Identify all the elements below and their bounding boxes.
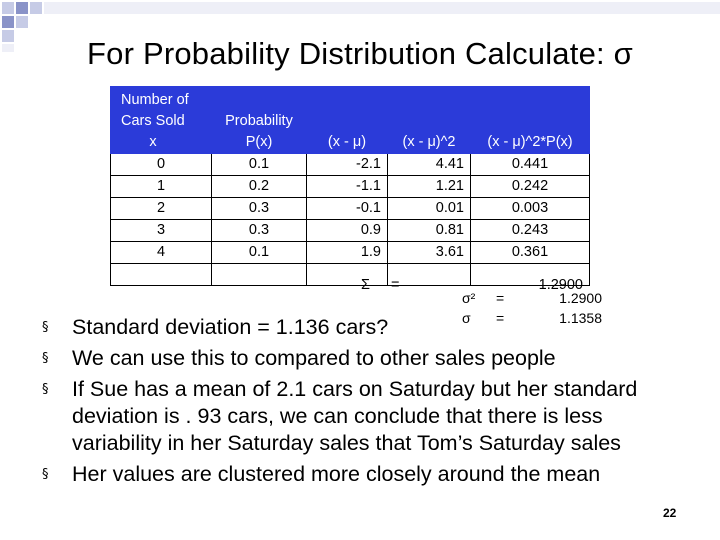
cell-dev: -0.1 (306, 197, 388, 220)
cell-weighted: 0.361 (470, 241, 590, 264)
cell-empty (110, 263, 212, 286)
cell-x: 3 (110, 219, 212, 242)
distribution-table-wrap: Number of Cars Sold x Probability P(x) (… (110, 86, 590, 293)
cell-dev: -1.1 (306, 175, 388, 198)
sum-value: 1.2900 (538, 276, 583, 293)
header-line: P(x) (245, 134, 273, 150)
header-line: Cars Sold (121, 113, 185, 129)
cell-weighted: 0.242 (470, 175, 590, 198)
table-row: 3 0.3 0.9 0.81 0.243 (110, 219, 590, 242)
corner-square (2, 30, 14, 42)
bullet-text: Her values are clustered more closely ar… (72, 462, 601, 486)
table-row: 2 0.3 -0.1 0.01 0.003 (110, 197, 590, 220)
header-line: Probability (225, 113, 293, 129)
bullet-marker: § (42, 467, 49, 482)
cell-empty (211, 263, 307, 286)
header-line: Number of (121, 92, 189, 108)
cell-p: 0.3 (211, 197, 307, 220)
sum-symbol: Σ (361, 276, 370, 293)
std-dev-row: σ = 1.1358 (462, 310, 602, 330)
std-dev-symbol: σ (462, 310, 471, 326)
sum-equals: = (391, 276, 400, 293)
cell-weighted: 0.003 (470, 197, 590, 220)
corner-square (2, 16, 14, 28)
cell-x: 1 (110, 175, 212, 198)
cell-empty (306, 263, 388, 286)
bullet-item: § Her values are clustered more closely … (42, 461, 682, 488)
bullet-item: § If Sue has a mean of 2.1 cars on Satur… (42, 376, 682, 457)
cell-p: 0.3 (211, 219, 307, 242)
slide-title: For Probability Distribution Calculate: … (87, 36, 633, 71)
cell-empty (387, 263, 471, 286)
bullet-list: § Standard deviation = 1.136 cars? § We … (42, 314, 682, 492)
header-deviation: (x - μ) (306, 86, 388, 154)
distribution-table: Number of Cars Sold x Probability P(x) (… (110, 86, 590, 293)
cell-dev-sq: 1.21 (387, 175, 471, 198)
cell-weighted: 0.243 (470, 219, 590, 242)
cell-x: 0 (110, 153, 212, 176)
corner-square (30, 2, 42, 14)
bullet-marker: § (42, 320, 49, 335)
bullet-text: Standard deviation = 1.136 cars? (72, 315, 389, 339)
cell-x: 4 (110, 241, 212, 264)
bullet-item: § We can use this to compared to other s… (42, 345, 682, 372)
table-sum-row: Σ = 1.2900 (110, 263, 590, 293)
variance-row: σ² = 1.2900 (462, 290, 602, 310)
corner-square (2, 44, 14, 52)
stats-block: σ² = 1.2900 σ = 1.1358 (462, 290, 602, 330)
bullet-item: § Standard deviation = 1.136 cars? (42, 314, 682, 341)
bullet-text: We can use this to compared to other sal… (72, 346, 556, 370)
header-cars-sold: Number of Cars Sold x (110, 86, 212, 154)
std-dev-equals: = (496, 310, 505, 326)
page-number: 22 (663, 506, 677, 520)
corner-square (16, 16, 28, 28)
bullet-marker: § (42, 382, 49, 397)
variance-symbol: σ² (462, 290, 476, 306)
corner-square (2, 2, 14, 14)
table-row: 4 0.1 1.9 3.61 0.361 (110, 241, 590, 264)
bullet-marker: § (42, 351, 49, 366)
cell-dev-sq: 4.41 (387, 153, 471, 176)
cell-dev-sq: 3.61 (387, 241, 471, 264)
cell-dev: -2.1 (306, 153, 388, 176)
cell-p: 0.2 (211, 175, 307, 198)
sum-cell: Σ = 1.2900 (361, 263, 590, 293)
cell-dev-sq: 0.81 (387, 219, 471, 242)
table-header-row: Number of Cars Sold x Probability P(x) (… (110, 86, 590, 154)
variance-value: 1.2900 (559, 290, 602, 306)
cell-weighted: 0.441 (470, 153, 590, 176)
std-dev-value: 1.1358 (559, 310, 602, 326)
cell-dev-sq: 0.01 (387, 197, 471, 220)
cell-dev: 0.9 (306, 219, 388, 242)
header-line: x (149, 134, 157, 150)
bullet-text: If Sue has a mean of 2.1 cars on Saturda… (72, 377, 638, 455)
corner-square (16, 2, 28, 14)
cell-dev: 1.9 (306, 241, 388, 264)
table-row: 0 0.1 -2.1 4.41 0.441 (110, 153, 590, 176)
table-row: 1 0.2 -1.1 1.21 0.242 (110, 175, 590, 198)
header-deviation-squared: (x - μ)^2 (387, 86, 471, 154)
variance-equals: = (496, 290, 505, 306)
corner-square (44, 2, 720, 14)
header-probability: Probability P(x) (211, 86, 307, 154)
cell-p: 0.1 (211, 241, 307, 264)
cell-p: 0.1 (211, 153, 307, 176)
header-weighted: (x - μ)^2*P(x) (470, 86, 590, 154)
cell-x: 2 (110, 197, 212, 220)
